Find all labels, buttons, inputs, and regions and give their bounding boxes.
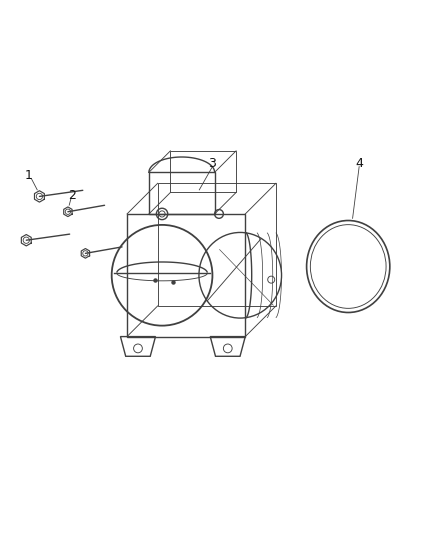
Text: 2: 2 <box>68 189 76 202</box>
Text: 1: 1 <box>25 169 32 182</box>
Text: 4: 4 <box>355 157 363 170</box>
Text: 3: 3 <box>208 157 216 170</box>
